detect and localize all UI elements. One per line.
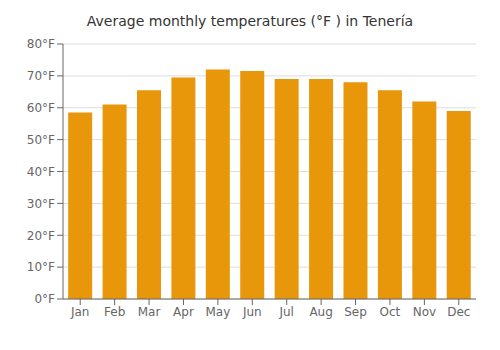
svg-text:Jul: Jul [278,305,293,319]
html-text:Average monthly temperatures (: Average monthly temperatures (°F ) in Te… [86,13,414,29]
svg-text:40°F: 40°F [27,165,55,179]
svg-text:0°F: 0°F [34,292,55,306]
svg-text:70°F: 70°F [27,69,55,83]
svg-text:50°F: 50°F [27,133,55,147]
svg-text:Sep: Sep [344,305,367,319]
svg-text:80°F: 80°F [27,37,55,51]
svg-text:Mar: Mar [138,305,161,319]
svg-text:Oct: Oct [380,305,401,319]
svg-text:10°F: 10°F [27,260,55,274]
svg-text:May: May [205,305,230,319]
svg-text:20°F: 20°F [27,229,55,243]
svg-text:60°F: 60°F [27,101,55,115]
svg-text:Apr: Apr [173,305,194,319]
svg-text:30°F: 30°F [27,197,55,211]
svg-text:Dec: Dec [447,305,470,319]
svg-text:Jan: Jan [70,305,90,319]
svg-text:Feb: Feb [104,305,125,319]
svg-text:Aug: Aug [309,305,332,319]
svg-text:Nov: Nov [413,305,436,319]
svg-text:Jun: Jun [242,305,262,319]
